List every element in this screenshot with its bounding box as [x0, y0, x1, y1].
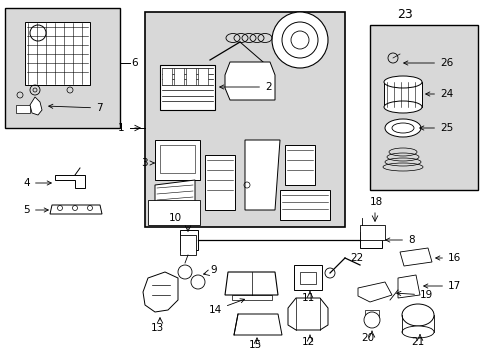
Polygon shape	[50, 205, 102, 214]
Polygon shape	[30, 97, 42, 115]
Polygon shape	[142, 272, 178, 312]
Polygon shape	[244, 140, 280, 210]
Polygon shape	[224, 62, 274, 100]
Text: 5: 5	[23, 205, 48, 215]
Ellipse shape	[383, 101, 421, 113]
Text: 23: 23	[396, 8, 412, 21]
Circle shape	[178, 265, 192, 279]
Text: 8: 8	[385, 235, 414, 245]
Polygon shape	[148, 200, 200, 225]
Ellipse shape	[383, 76, 421, 88]
Polygon shape	[162, 68, 172, 85]
Bar	[16, 105, 30, 113]
Text: 22: 22	[349, 253, 363, 263]
Polygon shape	[155, 180, 195, 215]
Polygon shape	[160, 65, 215, 110]
Text: 9: 9	[209, 265, 216, 275]
Polygon shape	[198, 68, 207, 85]
Text: 26: 26	[403, 58, 452, 68]
Polygon shape	[234, 314, 282, 335]
Text: 15: 15	[248, 340, 261, 350]
Text: 4: 4	[23, 178, 51, 188]
Polygon shape	[204, 155, 235, 210]
Circle shape	[363, 312, 379, 328]
Text: 16: 16	[435, 253, 460, 263]
Polygon shape	[357, 282, 391, 302]
Polygon shape	[359, 225, 384, 240]
Text: 7: 7	[49, 103, 102, 113]
Bar	[364, 310, 378, 320]
Polygon shape	[287, 298, 327, 330]
Text: 11: 11	[301, 293, 314, 303]
Text: 10: 10	[168, 213, 181, 223]
Polygon shape	[399, 248, 431, 266]
Bar	[160, 145, 195, 173]
Text: 12: 12	[301, 337, 314, 347]
Polygon shape	[285, 145, 314, 185]
Text: 24: 24	[425, 89, 452, 99]
Polygon shape	[397, 275, 419, 298]
Text: 1: 1	[118, 123, 124, 133]
Bar	[293, 265, 321, 290]
Polygon shape	[25, 22, 90, 85]
Text: 2: 2	[219, 82, 271, 92]
Bar	[383, 82, 421, 107]
Text: 14: 14	[208, 299, 244, 315]
Bar	[145, 12, 345, 227]
Bar	[299, 272, 315, 284]
Polygon shape	[224, 272, 278, 295]
Polygon shape	[55, 175, 85, 188]
Bar	[5, 8, 120, 128]
Text: 25: 25	[419, 123, 452, 133]
Bar	[180, 235, 196, 255]
Ellipse shape	[384, 119, 420, 137]
Text: 21: 21	[410, 337, 424, 347]
Text: 13: 13	[150, 323, 163, 333]
Text: 6: 6	[131, 58, 137, 68]
Text: 18: 18	[369, 197, 383, 207]
Text: 20: 20	[361, 333, 374, 343]
Text: 3: 3	[141, 158, 154, 168]
Bar	[369, 25, 477, 190]
Bar	[280, 190, 329, 220]
Text: 19: 19	[396, 290, 432, 300]
Bar	[231, 295, 271, 300]
Polygon shape	[174, 68, 183, 85]
Ellipse shape	[401, 304, 433, 326]
Ellipse shape	[401, 326, 433, 338]
Circle shape	[271, 12, 327, 68]
Bar	[359, 232, 381, 248]
Bar	[155, 140, 200, 180]
Text: 17: 17	[423, 281, 460, 291]
Ellipse shape	[391, 123, 413, 133]
Bar	[180, 230, 198, 250]
Polygon shape	[185, 68, 196, 85]
Circle shape	[191, 275, 204, 289]
